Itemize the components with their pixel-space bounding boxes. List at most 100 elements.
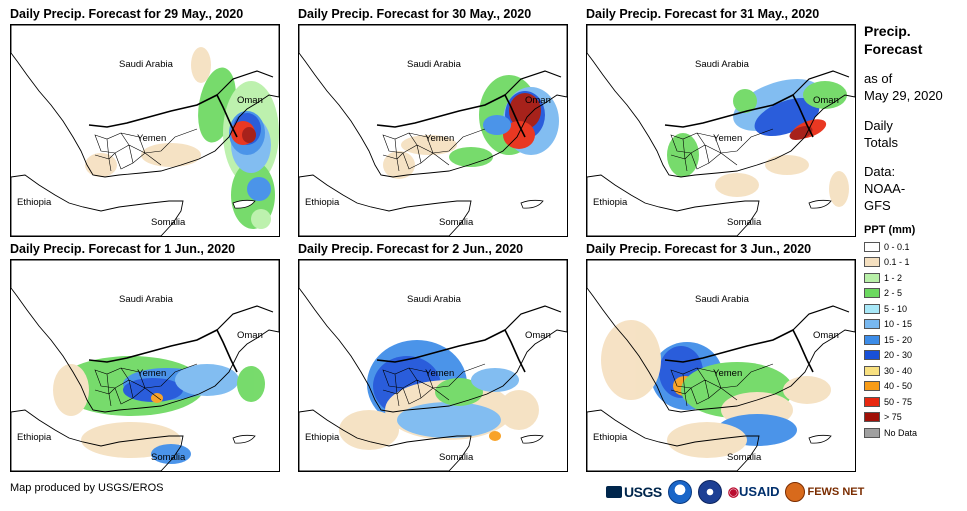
map-label-yemen: Yemen: [425, 133, 454, 144]
rainfall-layer: [667, 79, 849, 207]
forecast-map: Saudi Arabia Oman Yemen Ethiopia Somalia: [587, 25, 855, 236]
rainfall-area: [401, 135, 457, 155]
yemen-border: [664, 93, 814, 138]
africa-coastline: [11, 409, 184, 471]
map-credit: Map produced by USGS/EROS: [10, 482, 164, 494]
rainfall-area: [251, 209, 271, 229]
map-frame: Saudi Arabia Oman Yemen Ethiopia Somalia: [298, 259, 568, 472]
legend-swatch: [864, 381, 880, 392]
legend-label: 2 - 5: [884, 288, 903, 299]
map-label-saudi: Saudi Arabia: [407, 294, 462, 305]
map-label-saudi: Saudi Arabia: [695, 294, 750, 305]
socotra-island: [808, 434, 832, 444]
map-label-oman: Oman: [525, 330, 551, 341]
logo-strip: USGS ◉USAID FEWS NET: [606, 479, 864, 505]
panel-title: Daily Precip. Forecast for 1 Jun., 2020: [10, 242, 236, 256]
arabia-coastline: [299, 260, 567, 413]
oman-border: [504, 70, 562, 96]
map-label-oman: Oman: [237, 95, 263, 106]
rainfall-area: [141, 143, 201, 167]
rainfall-area: [397, 402, 501, 438]
rainfall-area: [783, 376, 831, 404]
rainfall-area: [483, 115, 511, 135]
africa-coastline: [11, 174, 184, 236]
map-label-ethiopia: Ethiopia: [17, 432, 52, 443]
legend-row: 0 - 0.1: [864, 239, 964, 255]
fews-net-logo: FEWS NET: [785, 482, 864, 502]
legend-swatch: [864, 396, 880, 407]
map-label-oman: Oman: [525, 95, 551, 106]
panel-title: Daily Precip. Forecast for 29 May., 2020: [10, 7, 244, 21]
oman-border: [216, 70, 274, 96]
usgs-logo: USGS: [606, 484, 662, 500]
rainfall-area: [383, 151, 415, 179]
legend-swatch: [864, 288, 880, 299]
africa-coastline: [587, 174, 760, 236]
as-of-date: May 29, 2020: [864, 88, 943, 103]
rainfall-area: [489, 431, 501, 441]
rainfall-area: [242, 127, 256, 143]
usgs-wave-icon: [606, 486, 622, 498]
africa-land: [299, 410, 471, 471]
rainfall-area: [247, 177, 271, 201]
legend-swatch: [864, 319, 880, 330]
map-label-somalia: Somalia: [439, 217, 474, 228]
legend-swatch: [864, 303, 880, 314]
rainfall-area: [715, 173, 759, 197]
rainfall-area: [191, 47, 211, 83]
legend-label: 40 - 50: [884, 381, 913, 392]
arabia-coastline: [587, 260, 855, 413]
legend-swatch: [864, 365, 880, 376]
usaid-seal-icon: ◉: [727, 484, 740, 499]
rainfall-layer: [601, 320, 831, 458]
rainfall-layer: [53, 356, 265, 464]
data-source-line: NOAA-: [864, 181, 906, 196]
map-label-ethiopia: Ethiopia: [305, 197, 340, 208]
nasa-logo: [697, 480, 722, 504]
totals-block: Daily Totals: [864, 117, 964, 151]
map-label-somalia: Somalia: [151, 452, 186, 463]
legend-swatch: [864, 350, 880, 361]
oman-border: [792, 70, 850, 96]
legend-swatch: [864, 427, 880, 438]
rainfall-area: [449, 147, 493, 167]
rainfall-area: [667, 133, 699, 177]
panel-title: Daily Precip. Forecast for 31 May., 2020: [586, 7, 820, 21]
socotra-island: [232, 434, 256, 444]
legend-swatch: [864, 412, 880, 423]
governorate-boundaries: [94, 128, 198, 172]
arabia-coastline: [299, 25, 567, 178]
legend-row: 2 - 5: [864, 286, 964, 302]
legend-swatch: [864, 241, 880, 252]
panel-title: Daily Precip. Forecast for 3 Jun., 2020: [586, 242, 812, 256]
legend-label: > 75: [884, 412, 902, 423]
sidebar: Precip. Forecast as of May 29, 2020 Dail…: [864, 22, 964, 441]
map-label-somalia: Somalia: [727, 452, 762, 463]
legend-row: 40 - 50: [864, 379, 964, 395]
panel-title: Daily Precip. Forecast for 2 Jun., 2020: [298, 242, 524, 256]
africa-coastline: [299, 409, 472, 471]
rainfall-area: [499, 390, 539, 430]
legend-row: 5 - 10: [864, 301, 964, 317]
legend-row: 20 - 30: [864, 348, 964, 364]
panel-title: Daily Precip. Forecast for 30 May., 2020: [298, 7, 532, 21]
forecast-map: Saudi Arabia Oman Yemen Ethiopia Somalia: [11, 260, 279, 471]
rainfall-area: [339, 410, 399, 450]
rainfall-area: [123, 378, 183, 402]
arabia-coastline: [11, 25, 279, 178]
arabia-coastline: [587, 25, 855, 178]
rainfall-area: [471, 368, 519, 392]
governorate-boundaries: [94, 363, 198, 407]
map-label-saudi: Saudi Arabia: [119, 294, 174, 305]
sidebar-title-line: Forecast: [864, 41, 923, 57]
map-label-ethiopia: Ethiopia: [17, 197, 52, 208]
legend-row: 1 - 2: [864, 270, 964, 286]
legend-label: 30 - 40: [884, 365, 913, 376]
socotra-island: [232, 199, 256, 209]
map-label-ethiopia: Ethiopia: [305, 432, 340, 443]
forecast-map: Saudi Arabia Oman Yemen Ethiopia Somalia: [299, 260, 567, 471]
legend-title: PPT (mm): [864, 224, 916, 236]
legend-label: No Data: [884, 427, 918, 438]
rainfall-area: [829, 171, 849, 207]
map-label-somalia: Somalia: [727, 217, 762, 228]
